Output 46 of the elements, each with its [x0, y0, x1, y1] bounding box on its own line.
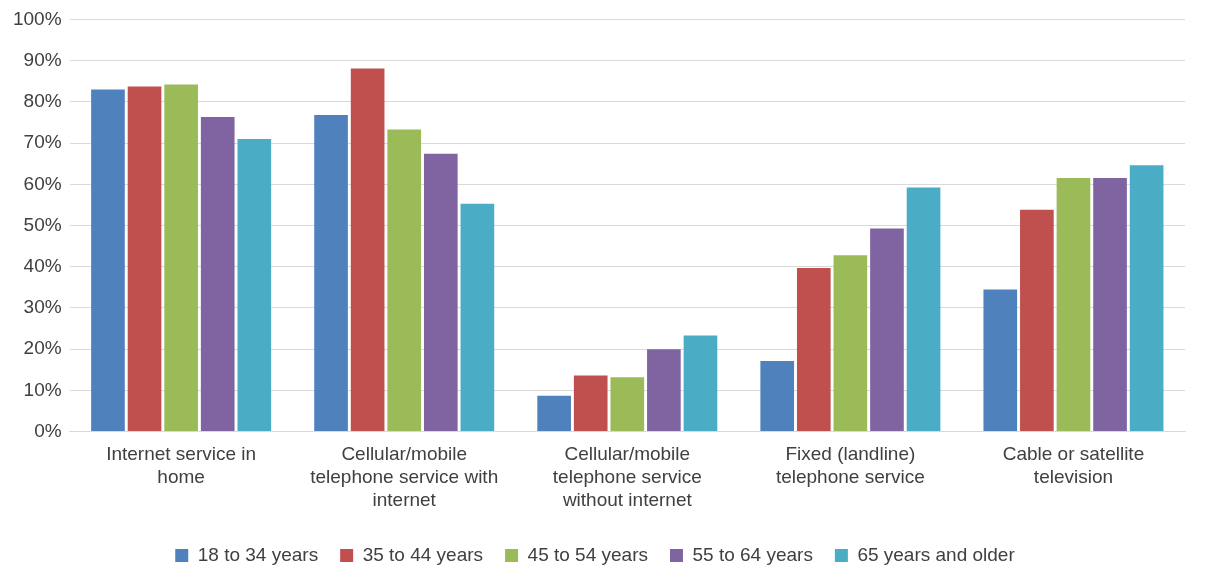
x-tick-label: Cable or satellite television — [1002, 443, 1145, 488]
bar — [610, 377, 645, 432]
bar — [91, 89, 125, 432]
bar — [983, 289, 1018, 432]
bar — [1093, 178, 1127, 432]
bar — [760, 361, 795, 432]
bar — [350, 68, 385, 432]
y-tick-label: 10% — [23, 378, 62, 400]
bar — [647, 349, 681, 432]
bar — [537, 395, 571, 432]
legend-label: 35 to 44 years — [362, 543, 484, 565]
y-tick-label: 40% — [23, 254, 62, 276]
bar — [1056, 178, 1091, 432]
y-tick-label: 0% — [34, 419, 62, 441]
bar — [164, 84, 198, 432]
y-tick-label: 50% — [23, 213, 62, 235]
bar — [796, 267, 831, 432]
bar — [314, 115, 348, 432]
y-tick-label: 70% — [23, 131, 62, 153]
y-tick-label: 100% — [12, 7, 62, 29]
bar — [127, 86, 162, 432]
legend-label: 45 to 54 years — [527, 543, 648, 565]
x-tick-label: Cellular/mobile telephone service without internet — [552, 443, 702, 510]
bar — [1129, 165, 1164, 432]
bar — [387, 129, 422, 432]
legend-label: 18 to 34 years — [197, 543, 319, 565]
bar — [683, 335, 718, 432]
bar — [460, 203, 495, 432]
bar — [423, 153, 458, 432]
y-tick-label: 60% — [23, 172, 62, 194]
legend-label: 65 years and older — [857, 543, 1016, 565]
y-tick-label: 20% — [23, 337, 62, 359]
bar — [1020, 209, 1054, 432]
x-tick-label: Fixed (landline) telephone service — [775, 443, 925, 488]
bar — [906, 187, 941, 432]
y-tick-label: 90% — [23, 48, 62, 70]
x-tick-label: Internet service in home — [106, 443, 257, 488]
bar — [200, 117, 235, 432]
y-tick-label: 30% — [23, 296, 62, 318]
bar — [573, 375, 608, 432]
bar — [833, 255, 868, 432]
x-tick-label: Cellular/mobile telephone service with internet — [310, 443, 499, 510]
bar — [870, 228, 904, 432]
bar — [237, 138, 272, 432]
legend-label: 55 to 64 years — [692, 543, 813, 565]
y-tick-label: 80% — [23, 90, 62, 112]
